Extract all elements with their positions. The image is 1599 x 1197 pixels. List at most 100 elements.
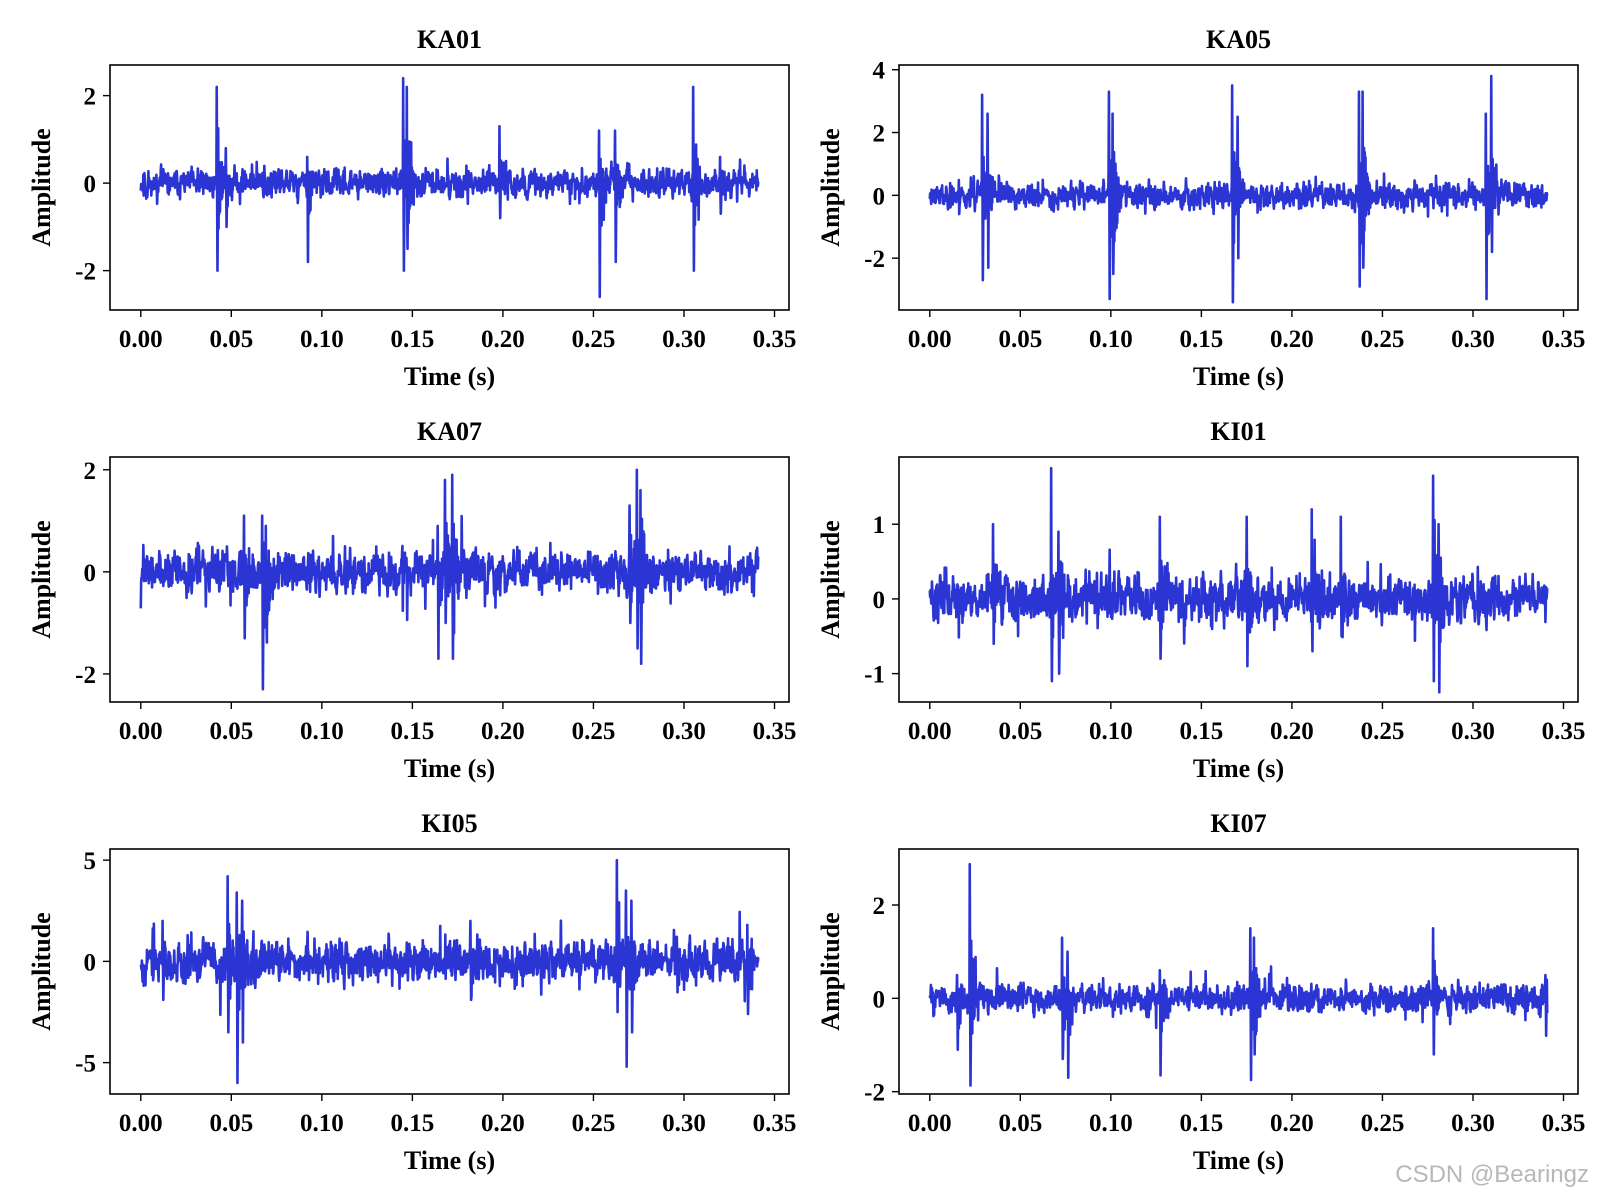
x-tick-label: 0.20	[481, 1110, 525, 1137]
subplot-title: KA01	[417, 25, 482, 54]
x-tick-label: 0.25	[1361, 326, 1405, 353]
x-tick-label: 0.20	[1270, 718, 1314, 745]
y-tick-label: -2	[75, 662, 96, 689]
x-tick-label: 0.20	[481, 718, 525, 745]
plot-frame	[109, 456, 790, 703]
x-axis-label: Time (s)	[404, 1146, 495, 1175]
y-tick-label: 2	[84, 84, 97, 111]
y-tick-label: 5	[84, 848, 97, 875]
x-axis-label: Time (s)	[1193, 362, 1284, 391]
x-tick-label: 0.00	[119, 718, 163, 745]
x-tick-label: 0.25	[572, 718, 616, 745]
signal-line	[139, 76, 760, 299]
x-tick-label: 0.20	[481, 326, 525, 353]
x-tick-label: 0.30	[662, 1110, 706, 1137]
x-tick-label: 0.35	[753, 1110, 797, 1137]
x-tick-label: 0.30	[1451, 326, 1495, 353]
x-tick-label: 0.10	[300, 326, 344, 353]
x-tick-label: 0.15	[391, 326, 435, 353]
y-tick-label: 0	[84, 171, 97, 198]
x-tick-label: 0.10	[300, 718, 344, 745]
y-tick-label: 2	[873, 121, 886, 148]
signal-line	[928, 466, 1549, 694]
signal-line	[928, 862, 1549, 1087]
signal-line	[928, 74, 1549, 304]
y-tick-label: -2	[864, 246, 885, 273]
x-tick-label: 0.25	[1361, 1110, 1405, 1137]
x-axis-label: Time (s)	[1193, 754, 1284, 783]
x-tick-label: 0.00	[908, 326, 952, 353]
y-tick-label: 0	[84, 949, 97, 976]
x-tick-label: 0.20	[1270, 326, 1314, 353]
x-tick-label: 0.15	[1180, 1110, 1224, 1137]
x-tick-label: 0.30	[662, 326, 706, 353]
y-tick-label: 0	[873, 986, 886, 1013]
subplot-ka01: 0.00 0.05 0.10 0.15 0.20 0.25 0.30 0.35 -2 0 2 KA01…	[27, 25, 796, 391]
x-tick-label: 0.10	[1089, 718, 1133, 745]
x-tick-label: 0.15	[391, 718, 435, 745]
y-axis-label: Amplitude	[27, 912, 56, 1030]
x-axis-label: Time (s)	[404, 754, 495, 783]
plot-frame	[109, 848, 790, 1095]
signal-line	[139, 858, 760, 1085]
subplot-title: KA05	[1206, 25, 1271, 54]
subplot-title: KI07	[1210, 809, 1266, 838]
plot-frame	[898, 848, 1579, 1095]
subplot-ki07: 0.00 0.05 0.10 0.15 0.20 0.25 0.30 0.35 -2 0 2 KI07…	[816, 809, 1585, 1175]
x-tick-label: 0.00	[119, 326, 163, 353]
y-tick-label: 1	[873, 512, 886, 539]
x-tick-label: 0.05	[209, 326, 253, 353]
y-tick-label: -2	[75, 259, 96, 286]
x-tick-label: 0.25	[1361, 718, 1405, 745]
subplot-ki05: 0.00 0.05 0.10 0.15 0.20 0.25 0.30 0.35 -5 0 5 KI05…	[27, 809, 796, 1175]
plot-frame	[898, 456, 1579, 703]
y-tick-label: -2	[864, 1080, 885, 1107]
x-tick-label: 0.05	[209, 1110, 253, 1137]
x-tick-label: 0.15	[1180, 718, 1224, 745]
subplot-title: KI05	[421, 809, 477, 838]
x-tick-label: 0.35	[1542, 718, 1586, 745]
x-tick-label: 0.30	[662, 718, 706, 745]
y-axis-label: Amplitude	[816, 520, 845, 638]
y-tick-label: 4	[873, 58, 886, 85]
x-axis-label: Time (s)	[404, 362, 495, 391]
y-tick-label: 2	[84, 458, 97, 485]
x-tick-label: 0.30	[1451, 1110, 1495, 1137]
y-tick-label: 2	[873, 893, 886, 920]
x-tick-label: 0.10	[1089, 326, 1133, 353]
y-axis-label: Amplitude	[816, 912, 845, 1030]
x-tick-label: 0.35	[753, 718, 797, 745]
subplot-ka05: 0.00 0.05 0.10 0.15 0.20 0.25 0.30 0.35 -2 0 2 4 KA0…	[816, 25, 1585, 391]
plot-frame	[898, 64, 1579, 311]
y-tick-label: 0	[84, 560, 97, 587]
y-tick-label: -1	[864, 662, 885, 689]
y-tick-label: 0	[873, 587, 886, 614]
x-tick-label: 0.00	[119, 1110, 163, 1137]
x-tick-label: 0.35	[1542, 326, 1586, 353]
x-tick-label: 0.05	[209, 718, 253, 745]
x-tick-label: 0.20	[1270, 1110, 1314, 1137]
x-tick-label: 0.30	[1451, 718, 1495, 745]
x-tick-label: 0.15	[391, 1110, 435, 1137]
y-axis-label: Amplitude	[27, 128, 56, 246]
x-tick-label: 0.15	[1180, 326, 1224, 353]
x-tick-label: 0.00	[908, 1110, 952, 1137]
y-tick-label: 0	[873, 183, 886, 210]
x-axis-label: Time (s)	[1193, 1146, 1284, 1175]
x-tick-label: 0.25	[572, 326, 616, 353]
x-tick-label: 0.35	[1542, 1110, 1586, 1137]
subplot-ki01: 0.00 0.05 0.10 0.15 0.20 0.25 0.30 0.35 -1 0 1 KI01…	[816, 417, 1585, 783]
x-tick-label: 0.35	[753, 326, 797, 353]
x-tick-label: 0.05	[998, 718, 1042, 745]
y-axis-label: Amplitude	[816, 128, 845, 246]
x-tick-label: 0.10	[300, 1110, 344, 1137]
subplot-title: KI01	[1210, 417, 1266, 446]
signal-line	[139, 468, 760, 691]
x-tick-label: 0.10	[1089, 1110, 1133, 1137]
plot-frame	[109, 64, 790, 311]
y-tick-label: -5	[75, 1051, 96, 1078]
watermark: CSDN @Bearingz	[1395, 1161, 1589, 1188]
subplot-ka07: 0.00 0.05 0.10 0.15 0.20 0.25 0.30 0.35 -2 0 2 KA07…	[27, 417, 796, 783]
x-tick-label: 0.05	[998, 326, 1042, 353]
x-tick-label: 0.25	[572, 1110, 616, 1137]
